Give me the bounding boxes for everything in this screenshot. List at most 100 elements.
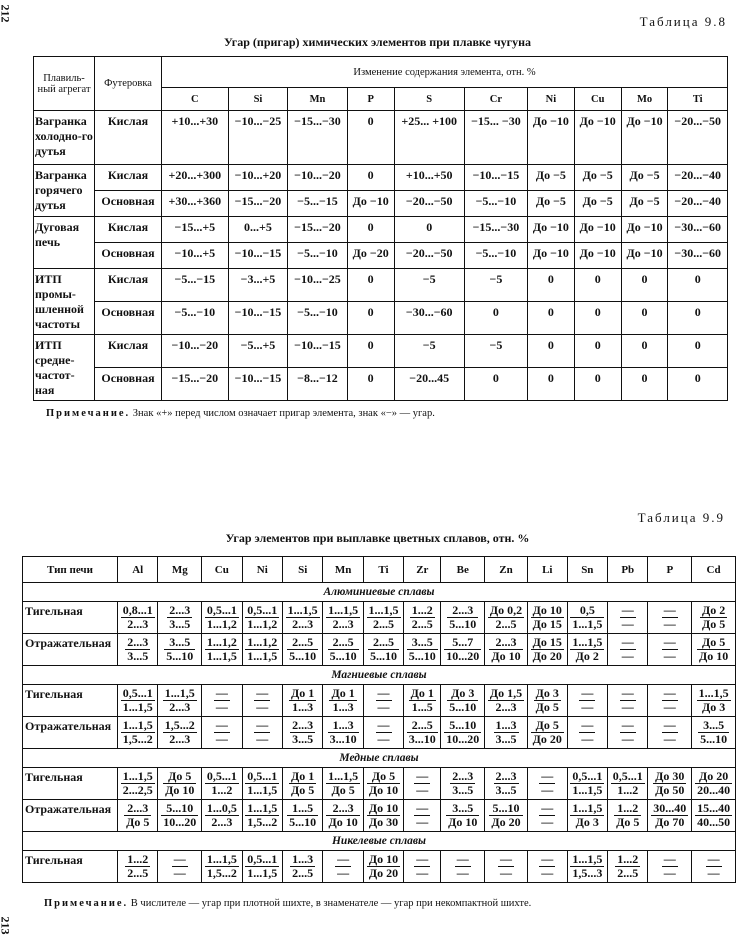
fraction: — —	[213, 685, 230, 714]
denominator: 3...5	[127, 648, 149, 663]
value-cell: −10...−15	[227, 301, 289, 335]
fraction: 1...1,5 1,5...3	[570, 851, 605, 880]
fraction: 1...1,5 2...3	[285, 603, 320, 631]
numerator: До 3	[533, 685, 561, 701]
fraction: До 5 До 10	[696, 635, 731, 663]
section-row: Медные сплавы	[22, 748, 736, 768]
value-cell: 0,5...1 1...1,5	[241, 767, 283, 800]
value-cell: 2...3 До 5	[116, 799, 159, 832]
section-row: Никелевые сплавы	[22, 831, 736, 851]
numerator: —	[539, 800, 556, 816]
numerator: До 1	[408, 685, 436, 701]
value-cell: 2...3 3...5	[157, 601, 203, 634]
fraction: 30...40 До 70	[651, 800, 689, 829]
aggregate-cell: ИТП промы-шленной частоты	[33, 268, 95, 335]
fraction: — —	[375, 686, 392, 714]
section-row: Магниевые сплавы	[22, 665, 736, 685]
numerator: До 10	[366, 800, 401, 816]
denominator: 20...40	[697, 782, 731, 797]
fraction: — —	[454, 852, 471, 880]
numerator: До 1	[289, 768, 317, 784]
value-cell: 0	[620, 367, 669, 401]
numerator: 1...5	[287, 801, 319, 816]
denominator: 2...5	[495, 616, 517, 631]
numerator: —	[579, 685, 596, 701]
denominator: До 3	[701, 699, 726, 714]
denominator: 2...3	[127, 616, 149, 631]
numerator: 0,5...1	[570, 768, 605, 784]
value-cell: До 1 До 5	[281, 767, 324, 800]
element-header: Cr	[463, 87, 528, 111]
table-9-9: Тип печи Al Mg Cu Ni Si Mn Ti Zr Be Zn Li Sn Pb P Cd Алю…	[22, 556, 736, 883]
denominator: —	[621, 699, 634, 714]
denominator: 3...5	[495, 782, 517, 797]
numerator: 2...5	[368, 635, 400, 650]
fraction: 2...5 5...10	[287, 635, 319, 663]
denominator: —	[707, 865, 720, 880]
table-row: Основная −15...−20 −10...−15 −8...−12 0 −20..…	[34, 367, 728, 401]
denominator: 5...10	[329, 648, 357, 663]
element-header: Mn	[322, 556, 364, 583]
value-cell: −10...−20	[287, 164, 348, 191]
value-cell: 3...5 До 10	[440, 799, 486, 832]
value-cell: — —	[526, 767, 568, 800]
denominator: До 50	[655, 782, 685, 797]
fraction: 2...3 5...10	[447, 603, 479, 631]
numerator: —	[579, 717, 596, 733]
value-cell: До −10	[573, 216, 622, 243]
numerator: До 5	[366, 769, 401, 784]
element-header: Be	[440, 556, 486, 583]
element-header: Ni	[241, 556, 283, 583]
value-cell: −15...−30	[463, 216, 528, 243]
denominator: —	[541, 814, 554, 829]
fraction: 1...1,2 1...1,5	[204, 635, 239, 663]
denominator: 1,5...2	[247, 814, 278, 829]
numerator: 0,5...1	[120, 685, 155, 701]
value-cell: −5...−15	[161, 268, 229, 302]
fraction: До 3 5...10	[447, 686, 479, 714]
value-cell: −5	[463, 334, 528, 368]
table-9-8-block: Таблица 9.8 Угар (пригар) химических эле…	[0, 14, 755, 421]
section-title: Алюминиевые сплавы	[22, 582, 736, 602]
numerator: 2...3	[489, 635, 523, 650]
header-aggregate: Плавиль-ный агрегат	[33, 56, 95, 111]
numerator: —	[213, 685, 230, 701]
value-cell: −30...−60	[393, 301, 465, 335]
value-cell: 0,5...1 1...2	[607, 767, 649, 800]
value-cell: −10...−15	[227, 367, 289, 401]
numerator: До 3	[447, 686, 479, 701]
value-cell: — —	[484, 850, 528, 883]
numerator: —	[619, 685, 636, 701]
lining-cell: Основная	[94, 367, 162, 401]
value-cell: −20...45	[393, 367, 465, 401]
numerator: 3...5	[698, 718, 730, 733]
value-cell: До −10	[346, 190, 395, 217]
fraction: 3...5 5...10	[406, 635, 438, 663]
value-cell: 0	[667, 268, 728, 302]
table-9-8-note: Примечание. Знак «+» перед числом означа…	[46, 407, 755, 421]
denominator: До 20	[368, 865, 399, 880]
value-cell: До 10 До 15	[526, 601, 568, 634]
fraction: 15...40 40...50	[695, 801, 733, 829]
value-cell: −5...−15	[287, 190, 348, 217]
value-cell: 1...2 2...5	[403, 601, 442, 634]
denominator: 3...5	[495, 731, 517, 746]
denominator: 1...1,5	[572, 616, 603, 631]
table-row: Вагранка холодно-го дутья Кислая +10...+30…	[33, 110, 728, 165]
value-cell: −5...−10	[161, 301, 229, 335]
denominator: 3...10	[329, 731, 357, 746]
numerator: —	[414, 768, 431, 784]
numerator: 2...3	[167, 602, 193, 618]
fraction: — —	[498, 852, 515, 880]
fraction: До 5 До 10	[366, 769, 401, 797]
numerator: 2...3	[493, 768, 519, 784]
fraction: 3...5 5...10	[698, 718, 730, 746]
denominator: 1...1,5	[122, 699, 153, 714]
value-cell: 0	[346, 268, 395, 302]
numerator: 1...1,5	[570, 851, 605, 867]
value-cell: −10...+20	[227, 164, 289, 191]
numerator: 30...40	[651, 800, 689, 816]
table-9-9-caption: Угар элементов при выплавке цветных спла…	[225, 531, 530, 545]
fraction: 2...5 5...10	[327, 635, 359, 663]
header-furnace: Тип печи	[22, 556, 118, 583]
